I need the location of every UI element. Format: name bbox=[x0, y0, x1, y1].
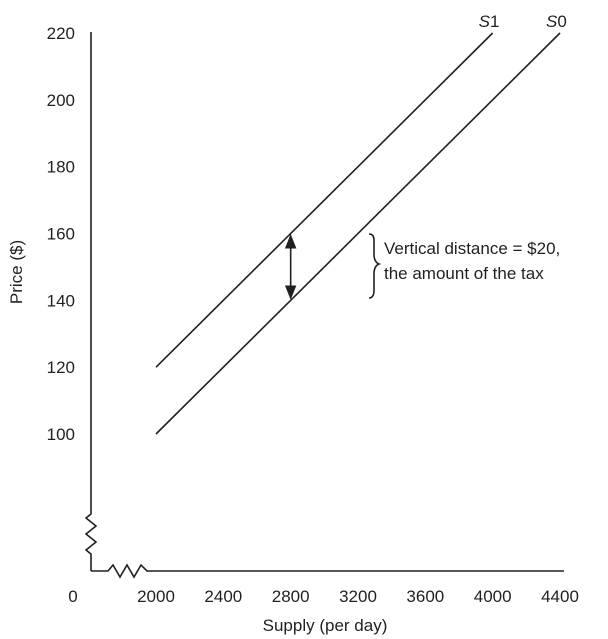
annotation-line-1: Vertical distance = $20, bbox=[384, 239, 560, 258]
series-line-s0 bbox=[155, 32, 561, 435]
y-tick-labels: 100 120 140 160 180 200 220 bbox=[47, 24, 75, 444]
series-label-s1: S1 bbox=[479, 12, 500, 31]
x-tick-label: 3200 bbox=[339, 587, 377, 606]
y-axis-title: Price ($) bbox=[7, 240, 26, 304]
x-tick-label: 3600 bbox=[406, 587, 444, 606]
x-tick-label: 2400 bbox=[204, 587, 242, 606]
y-tick-label: 200 bbox=[47, 91, 75, 110]
y-axis-line bbox=[84, 32, 98, 571]
series-line-s1 bbox=[155, 32, 494, 368]
x-tick-labels: 0 2000 2400 2800 3200 3600 4000 4400 bbox=[68, 587, 579, 606]
y-tick-label: 180 bbox=[47, 158, 75, 177]
x-tick-label: 4000 bbox=[474, 587, 512, 606]
x-tick-label: 0 bbox=[68, 587, 77, 606]
x-tick-label: 2800 bbox=[272, 587, 310, 606]
series-label-s0: S0 bbox=[546, 12, 567, 31]
y-tick-label: 160 bbox=[47, 225, 75, 244]
supply-lines: S1 S0 bbox=[155, 12, 567, 435]
y-tick-label: 140 bbox=[47, 291, 75, 310]
x-axis-title: Supply (per day) bbox=[263, 616, 388, 635]
x-tick-label: 4400 bbox=[541, 587, 579, 606]
y-tick-label: 220 bbox=[47, 24, 75, 43]
y-tick-label: 120 bbox=[47, 358, 75, 377]
axes bbox=[84, 32, 564, 579]
x-tick-label: 2000 bbox=[137, 587, 175, 606]
y-tick-label: 100 bbox=[47, 425, 75, 444]
annotation-brace bbox=[368, 233, 382, 299]
x-axis-line bbox=[91, 563, 564, 579]
annotation-line-2: the amount of the tax bbox=[384, 264, 544, 283]
